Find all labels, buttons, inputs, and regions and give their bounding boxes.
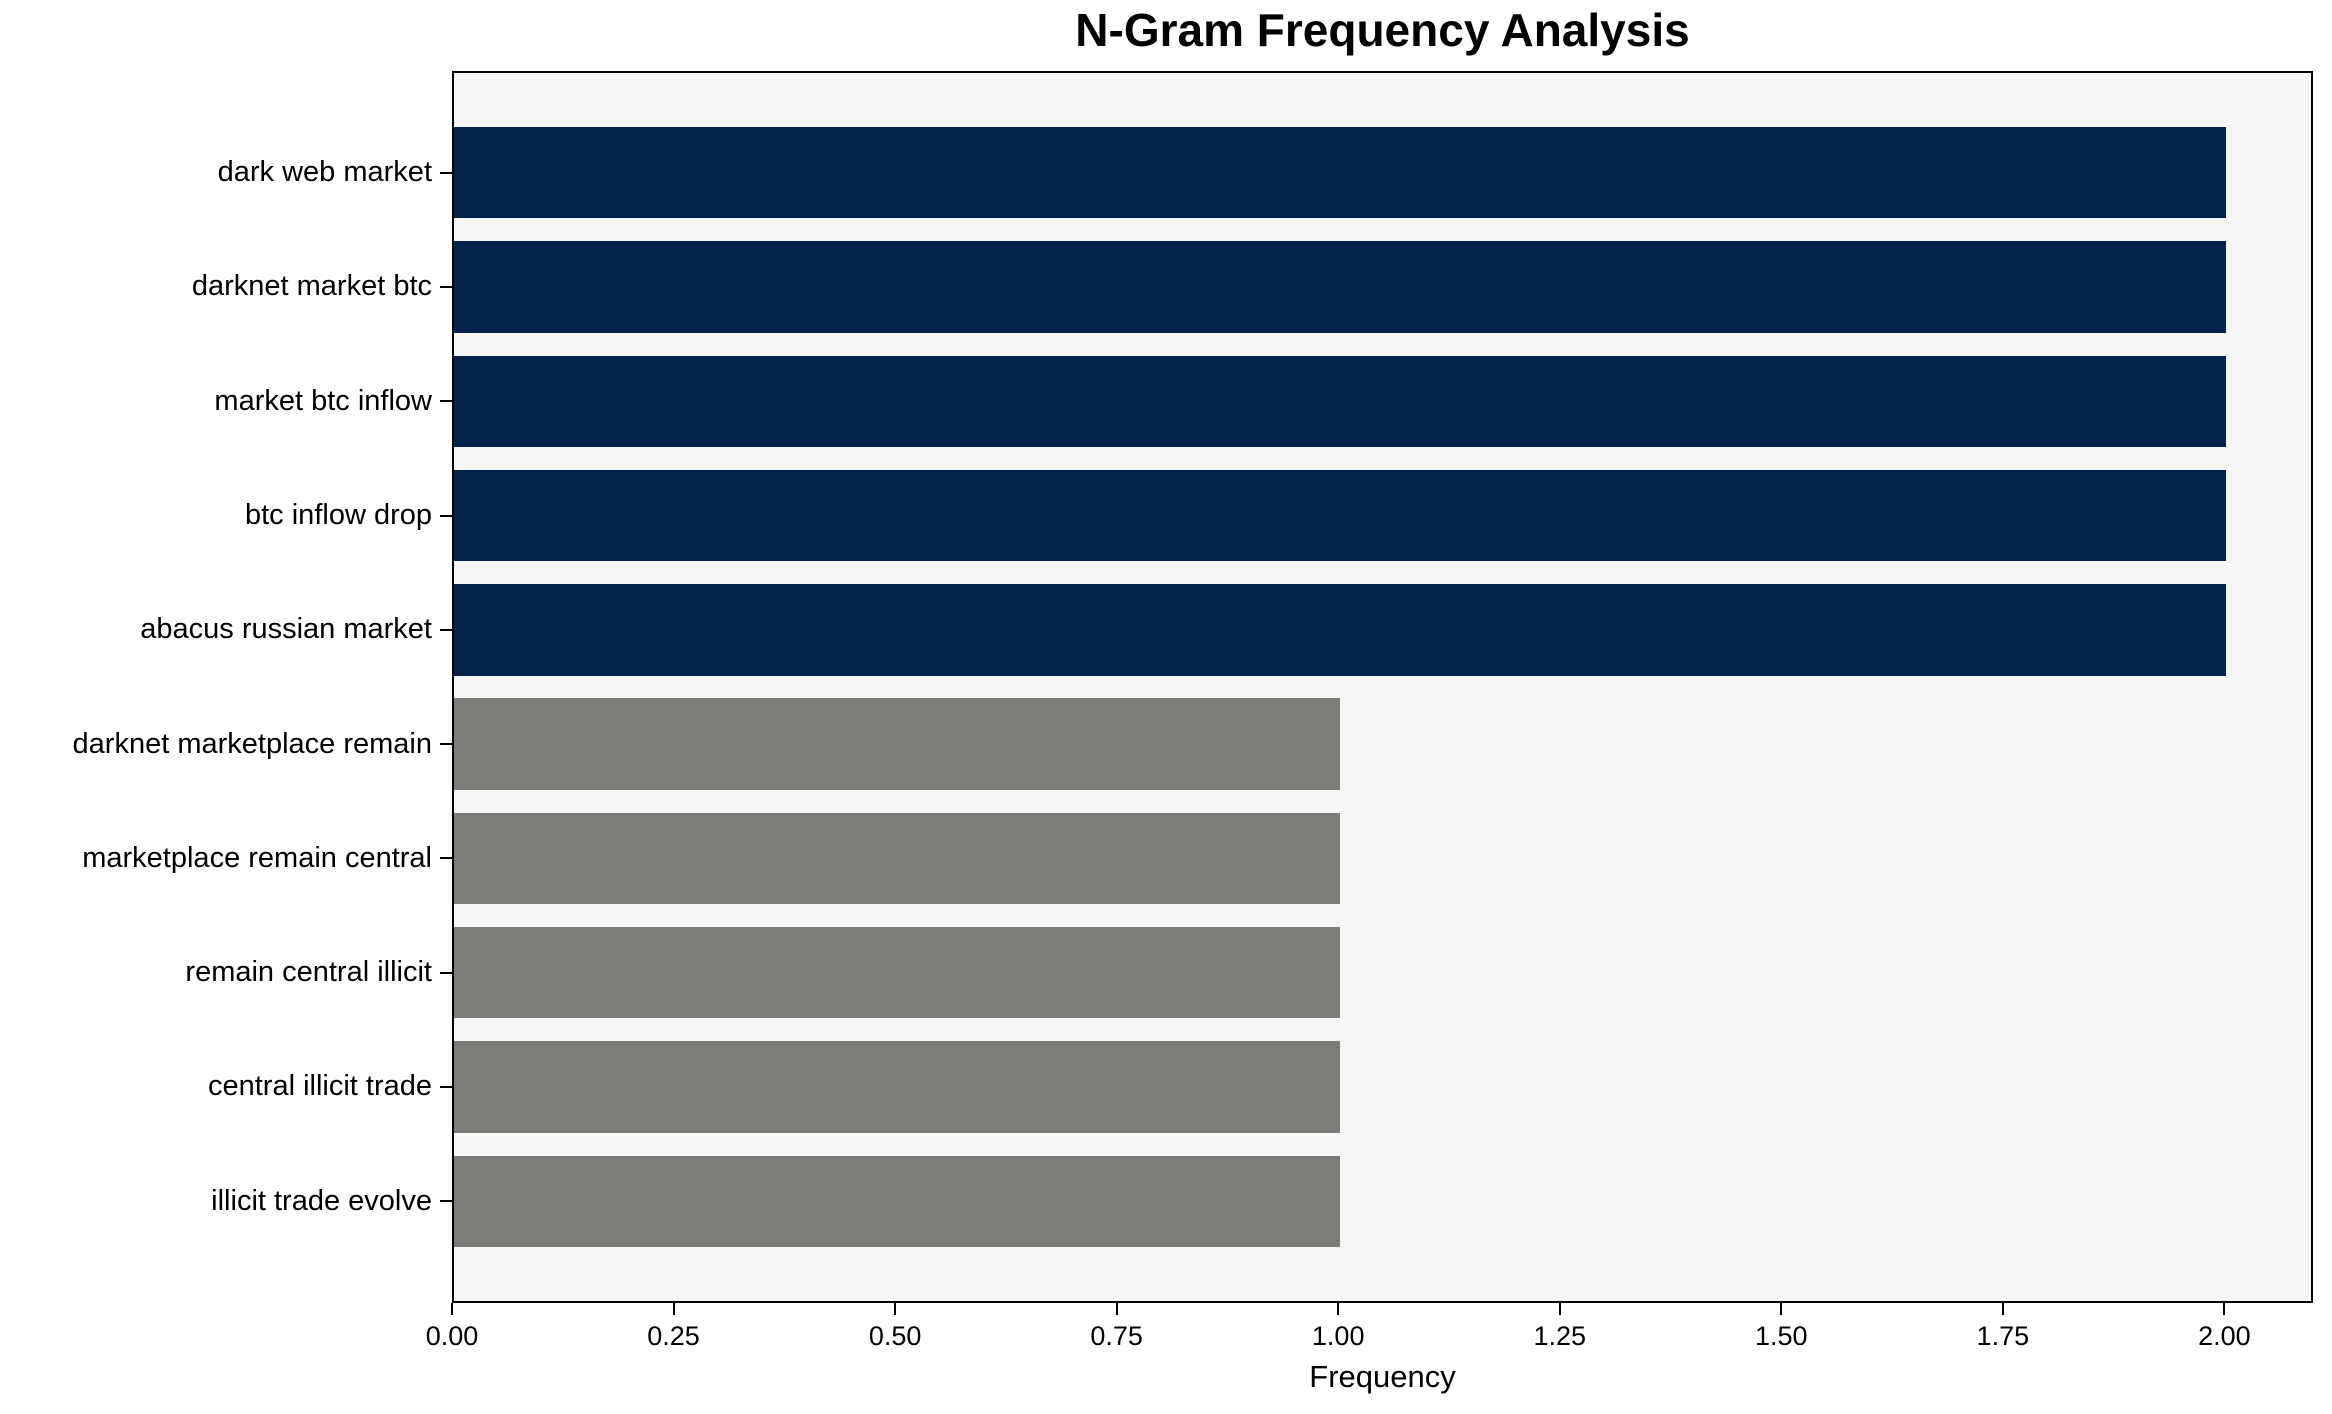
x-tick-label: 1.75: [1976, 1321, 2030, 1351]
y-tick-mark: [440, 971, 452, 974]
y-tick-mark: [440, 628, 452, 631]
x-tick-mark: [1337, 1303, 1340, 1315]
y-tick-mark: [440, 743, 452, 746]
x-axis-label: Frequency: [1309, 1359, 1456, 1394]
y-tick-mark: [440, 1086, 452, 1088]
category-label: market btc inflow: [214, 384, 432, 417]
y-tick-mark: [440, 514, 452, 517]
x-tick-label: 1.00: [1311, 1321, 1365, 1351]
x-tick-mark: [2223, 1303, 2226, 1315]
bar: [454, 241, 2227, 333]
chart-title: N-Gram Frequency Analysis: [1075, 4, 1690, 56]
x-tick-label: 1.50: [1755, 1321, 1808, 1351]
y-tick-mark: [440, 171, 452, 174]
x-tick-mark: [1780, 1303, 1783, 1315]
category-label: abacus russian market: [140, 613, 432, 646]
category-label: dark web market: [217, 156, 432, 189]
bar: [454, 1041, 1341, 1133]
x-tick-mark: [2001, 1303, 2004, 1315]
bar: [454, 127, 2227, 219]
x-tick-label: 0.00: [425, 1321, 479, 1351]
category-label: central illicit trade: [207, 1070, 432, 1103]
x-tick-mark: [1558, 1303, 1561, 1315]
category-label: remain central illicit: [185, 956, 432, 989]
bar: [454, 355, 2227, 447]
x-tick-label: 0.25: [647, 1321, 700, 1351]
bar: [454, 927, 1341, 1019]
bar: [454, 584, 2227, 676]
x-tick-label: 2.00: [2198, 1321, 2251, 1351]
category-label: illicit trade evolve: [211, 1184, 432, 1217]
y-tick-mark: [440, 857, 452, 860]
category-label: darknet market btc: [191, 270, 432, 303]
x-tick-label: 0.50: [868, 1321, 922, 1351]
category-label: btc inflow drop: [245, 499, 432, 532]
bar: [454, 698, 1341, 790]
x-tick-label: 0.75: [1090, 1321, 1143, 1351]
bar: [454, 469, 2227, 562]
category-label: darknet marketplace remain: [72, 727, 432, 760]
x-tick-mark: [1115, 1303, 1118, 1315]
x-tick-label: 1.25: [1533, 1321, 1587, 1351]
bar: [454, 812, 1341, 905]
y-tick-mark: [440, 1200, 452, 1203]
x-tick-mark: [451, 1303, 453, 1315]
plot-area: [452, 71, 2313, 1303]
x-tick-mark: [672, 1303, 675, 1315]
y-tick-mark: [440, 286, 452, 288]
y-tick-mark: [440, 400, 452, 403]
x-tick-mark: [894, 1303, 897, 1315]
category-label: marketplace remain central: [82, 841, 432, 874]
bar: [454, 1155, 1341, 1247]
